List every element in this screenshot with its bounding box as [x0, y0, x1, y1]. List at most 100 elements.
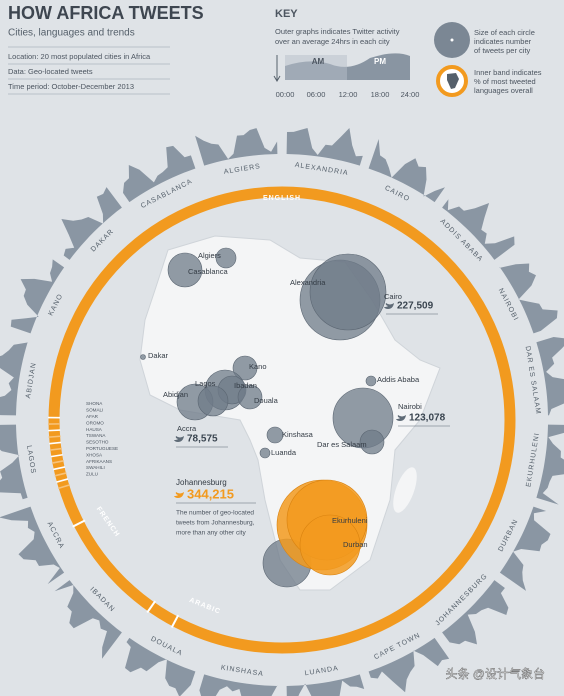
language-label: ENGLISH: [263, 195, 301, 202]
minor-language-label: SHONA: [86, 401, 103, 406]
minor-language-label: AFAR: [86, 414, 99, 419]
tweet-count: 344,215: [187, 486, 234, 501]
activity-graph: [54, 580, 122, 659]
activity-graph: [123, 145, 196, 203]
twitter-icon: [396, 415, 406, 421]
city-label: Douala: [254, 396, 279, 405]
city-bubble: [365, 375, 377, 387]
minor-language-label: SESOTHO: [86, 440, 109, 445]
key-time: 06:00: [307, 90, 326, 99]
city-bubble: [266, 426, 284, 444]
minor-language-label: PORTUGUESE: [86, 446, 118, 451]
key-pm: PM: [374, 57, 386, 66]
key-text: indicates number: [474, 37, 532, 46]
key-text: of tweets per city: [474, 46, 531, 55]
city-label: Luanda: [271, 448, 297, 457]
band-stripe: [49, 447, 62, 451]
band-stripe: [50, 453, 63, 458]
band-stripe: [56, 478, 69, 483]
activity-graph: [442, 199, 515, 260]
key-dot: [450, 38, 454, 42]
city-label: Dakar: [148, 351, 169, 360]
key-africa: [447, 73, 459, 89]
city-label: Addis Ababa: [377, 375, 420, 384]
key-text: over an average 24hrs in each city: [275, 37, 390, 46]
info-line: Location: 20 most populated cities in Af…: [8, 52, 151, 61]
city-bubble: [359, 429, 385, 455]
activity-graph: [368, 637, 450, 693]
activity-graph: [442, 580, 509, 645]
title: HOW AFRICA TWEETS: [8, 3, 204, 23]
activity-graph: [199, 674, 278, 696]
activity-graph: [10, 259, 65, 334]
band-stripe: [51, 460, 64, 464]
band-stripe: [53, 466, 66, 471]
city-bubble: [259, 447, 271, 459]
city-label: Ibadan: [234, 381, 257, 390]
activity-graph: [499, 263, 558, 334]
city-label: Cairo: [384, 292, 402, 301]
key-text: Size of each circle: [474, 28, 535, 37]
minor-language-label: SOMALI: [86, 408, 103, 413]
key-arrow: [273, 75, 281, 82]
city-label: Kinshasa: [282, 430, 314, 439]
city-bubble: [197, 385, 229, 417]
key-text: Outer graphs indicates Twitter activity: [275, 27, 400, 36]
tweet-count: 78,575: [187, 434, 218, 445]
activity-graph: [499, 506, 551, 591]
annotation: tweets from Johannesburg,: [176, 520, 255, 527]
city-label: Algiers: [198, 251, 221, 260]
key-am: AM: [312, 57, 325, 66]
twitter-icon: [174, 436, 184, 442]
city-label: Alexandria: [290, 278, 326, 287]
key-title: KEY: [275, 8, 298, 20]
twitter-icon: [384, 303, 394, 309]
info-line: Data: Geo-located tweets: [8, 67, 93, 76]
tweet-count: 227,509: [397, 301, 434, 312]
minor-language-label: HAUSA: [86, 427, 103, 432]
key-text: % of most tweeted: [474, 77, 536, 86]
language-band: [48, 186, 516, 654]
minor-language-label: AFRIKAANS: [86, 459, 112, 464]
key-text: Inner band indicates: [474, 68, 542, 77]
minor-language-label: ZULU: [86, 472, 98, 477]
key-time: 12:00: [339, 90, 358, 99]
city-label: Nairobi: [398, 402, 422, 411]
madagascar: [393, 467, 417, 513]
activity-graph: [195, 128, 278, 166]
annotation: more than any other city: [176, 530, 246, 537]
band-separator: [170, 614, 180, 628]
activity-graph: [536, 424, 564, 505]
activity-graph: [61, 187, 122, 260]
minor-language-label: XHOSA: [86, 452, 103, 457]
city-label: Kano: [249, 362, 267, 371]
watermark: 头条 @设计气象台: [445, 666, 545, 681]
info-line: Time period: October-December 2013: [8, 82, 134, 91]
activity-graph: [0, 342, 29, 416]
city-bubble: [299, 514, 361, 576]
city-label: Johannesburg: [176, 478, 227, 487]
band-separator: [72, 519, 86, 528]
twitter-icon: [174, 492, 184, 498]
ring-city-label: LAGOS: [25, 445, 36, 475]
activity-graph: [286, 128, 363, 166]
band-stripe: [48, 435, 61, 438]
key-time: 24:00: [401, 90, 420, 99]
minor-language-label: SWAHILI: [86, 465, 105, 470]
city-label: Durban: [343, 540, 368, 549]
city-label: Accra: [177, 424, 197, 433]
city-label: Ekurhuleni: [332, 516, 368, 525]
key-am-band: [285, 55, 347, 80]
city-bubble: [140, 354, 146, 360]
key-time: 00:00: [276, 90, 295, 99]
city-label: Lagos: [195, 379, 216, 388]
city-label: Dar es Salaam: [317, 440, 367, 449]
city-label: Casablanca: [188, 267, 228, 276]
minor-language-label: OROMO: [86, 420, 104, 425]
city-bubble: [215, 247, 237, 269]
city-bubble: [309, 253, 387, 331]
tweet-count: 123,078: [409, 413, 446, 424]
city-label: Abidjan: [163, 390, 188, 399]
subtitle: Cities, languages and trends: [8, 28, 135, 39]
activity-graph: [536, 337, 564, 416]
